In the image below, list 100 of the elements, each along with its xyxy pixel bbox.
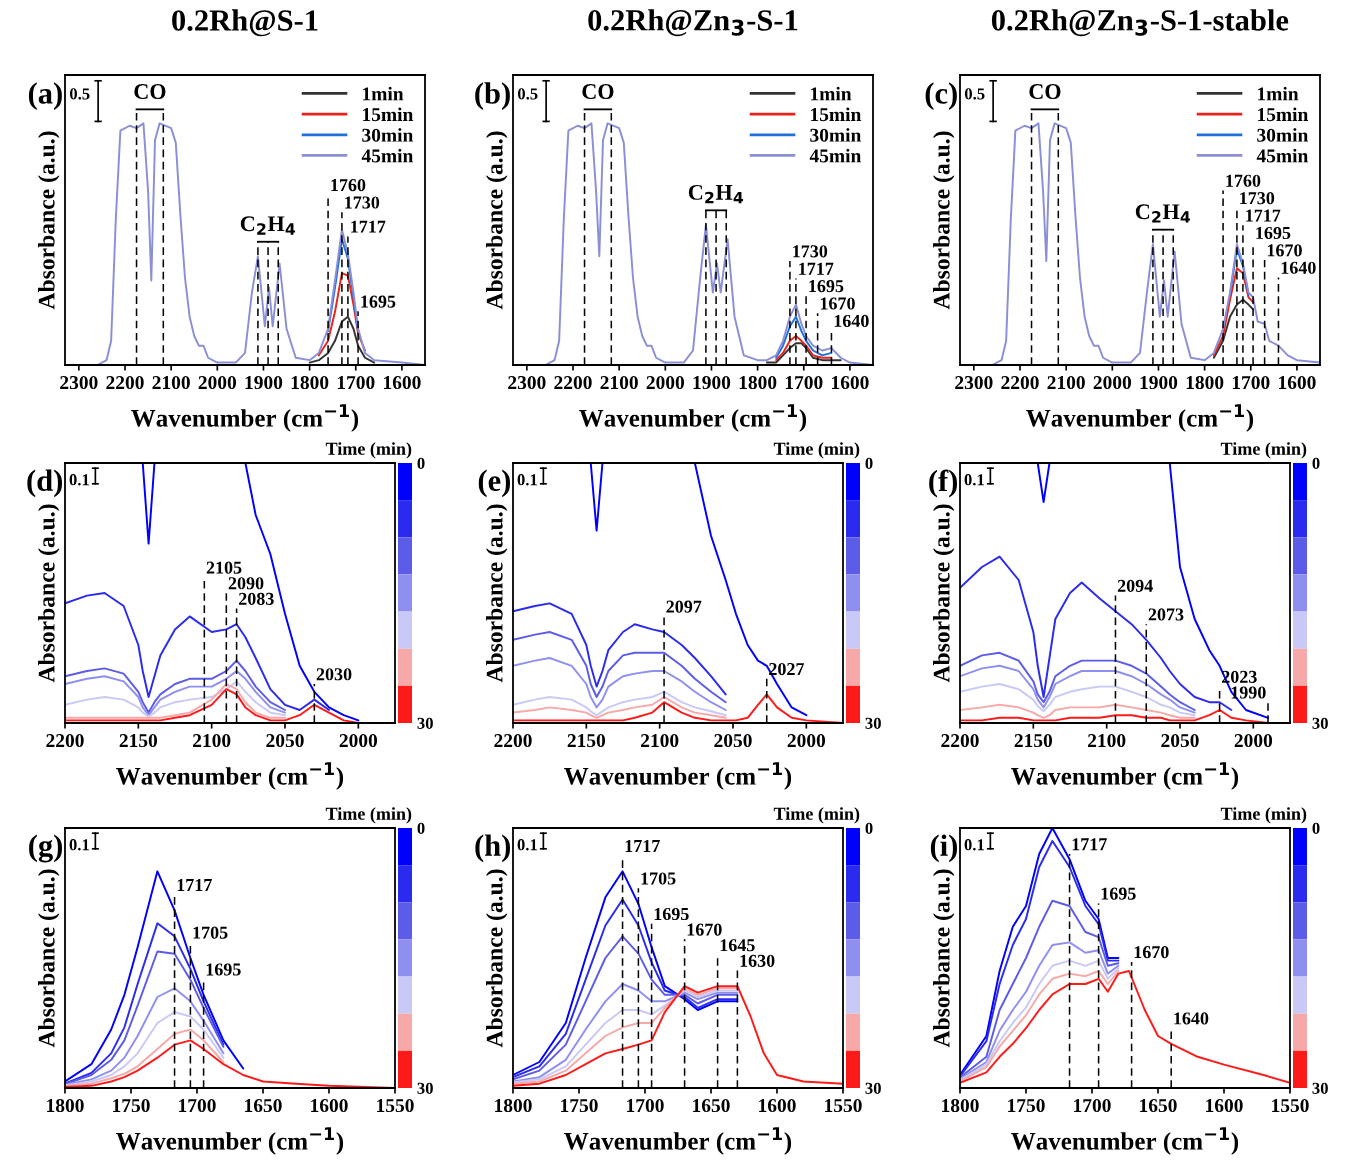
legend-label: 45min	[361, 148, 414, 163]
ref-line-label: 1760	[1226, 174, 1261, 187]
color-bar-title: Time (min)	[773, 807, 860, 824]
x-tick-label: 2000	[646, 375, 685, 390]
legend-label: 15min	[811, 107, 862, 122]
ref-line-label: 2027	[769, 662, 805, 676]
color-bar-label: 0	[865, 457, 873, 469]
x-tick-label: 2150	[1014, 733, 1053, 748]
text: 0.5	[517, 88, 538, 100]
legend-label: 1min	[811, 86, 852, 101]
ref-line-label: 2094	[1117, 579, 1153, 592]
color-bar-label: 0	[1312, 822, 1320, 834]
legend-label: 1min	[1258, 86, 1299, 101]
x-tick-label: 1600	[1279, 375, 1316, 390]
color-bar-label: 30	[1312, 717, 1328, 729]
x-axis-title: Wavenumber (cm$^{−1}$)	[116, 762, 344, 790]
x-tick-label: 1550	[377, 1098, 414, 1113]
annotation: 0.1	[69, 474, 89, 486]
text: CO	[1029, 84, 1061, 100]
x-tick-label: 2100	[152, 375, 190, 390]
legend-label: 30min	[810, 128, 862, 142]
x-tick-label: 1600	[1206, 1098, 1243, 1113]
legend-label: 1min	[363, 86, 404, 101]
color-bar-title: Time (min)	[1220, 442, 1307, 459]
x-tick-label: 2200	[106, 375, 144, 390]
x-tick-label: 1600	[759, 1098, 796, 1113]
color-bar-label: 0	[417, 822, 425, 834]
x-tick-label: 2200	[1001, 375, 1039, 390]
ref-line-label: 2030	[316, 668, 352, 681]
ref-line-label: 1760	[331, 179, 366, 192]
y-axis-title: Absorbance (a.u.)	[486, 131, 508, 310]
y-axis-title: Absorbance (a.u.)	[38, 869, 60, 1048]
ref-line-label: 1670	[820, 297, 855, 310]
text: (a)	[28, 82, 62, 110]
ref-line-label: 1717	[1072, 838, 1107, 851]
text: 0.1	[69, 839, 89, 851]
ref-line-label: 2073	[1148, 608, 1184, 621]
ref-line-label: 1730	[1240, 192, 1275, 205]
y-axis-title: Absorbance (a.u.)	[933, 869, 955, 1048]
ref-line-label: 1695	[361, 295, 396, 308]
ref-line-label: 1717	[177, 878, 212, 891]
annotation: 0.1	[964, 839, 984, 851]
x-tick-label: 1700	[179, 1098, 216, 1113]
x-tick-label: 1700	[785, 375, 823, 390]
ref-line-label: 1670	[1134, 946, 1169, 959]
x-axis-title: Wavenumber (cm$^{−1}$)	[1011, 762, 1239, 790]
text: CO	[134, 84, 166, 100]
annotation: C$_{2}$H$_{4}$	[240, 216, 296, 235]
x-tick-label: 1750	[113, 1098, 150, 1113]
color-bar-label: 30	[865, 717, 881, 729]
x-tick-label: 1800	[47, 1098, 84, 1113]
ref-line-label: 1705	[641, 872, 676, 885]
y-axis-title: Absorbance (a.u.)	[38, 131, 60, 310]
text: (h)	[475, 834, 511, 863]
x-tick-label: 2100	[1047, 375, 1085, 390]
x-tick-label: 1650	[245, 1098, 282, 1113]
color-bar-title: Time (min)	[1220, 807, 1307, 824]
y-axis-title: Absorbance (a.u.)	[38, 504, 60, 683]
chart-title: 0.2Rh@Zn$_{3}$-S-1-stable	[991, 9, 1289, 37]
chart-title: 0.2Rh@S-1	[172, 9, 318, 37]
x-tick-label: 1750	[561, 1098, 598, 1113]
ref-line-label: 1645	[720, 939, 755, 952]
annotation: 0.1	[517, 474, 537, 486]
x-tick-label: 1650	[693, 1098, 730, 1113]
y-axis-title: Absorbance (a.u.)	[933, 504, 955, 683]
legend-label: 15min	[363, 107, 414, 122]
y-axis-title: Absorbance (a.u.)	[486, 869, 508, 1048]
x-tick-label: 2050	[1161, 733, 1199, 748]
x-tick-label: 1800	[495, 1098, 532, 1113]
x-tick-label: 2100	[641, 733, 679, 748]
color-bar-label: 0	[865, 822, 873, 834]
ref-line-label: 1670	[1267, 244, 1302, 257]
x-axis-title: Wavenumber (cm$^{−1}$)	[1011, 1127, 1239, 1155]
y-axis-title: Absorbance (a.u.)	[933, 131, 955, 310]
x-tick-label: 2200	[46, 733, 84, 748]
x-tick-label: 1700	[1074, 1098, 1111, 1113]
x-tick-label: 2100	[193, 733, 231, 748]
x-tick-label: 2200	[494, 733, 532, 748]
text: (c)	[925, 82, 957, 110]
ref-line-label: 1717	[625, 839, 660, 852]
x-tick-label: 2300	[508, 375, 546, 390]
text: (g)	[29, 834, 63, 863]
text: (f)	[929, 469, 958, 498]
legend-label: 30min	[362, 128, 414, 142]
x-tick-label: 1700	[627, 1098, 664, 1113]
x-tick-label: 1550	[825, 1098, 862, 1113]
x-axis-title: Wavenumber (cm$^{−1}$)	[564, 762, 792, 790]
color-bar-label: 0	[1312, 457, 1320, 469]
x-tick-label: 1550	[1272, 1098, 1309, 1113]
legend-label: 45min	[809, 148, 862, 163]
x-tick-label: 2150	[567, 733, 606, 748]
color-bar-title: Time (min)	[773, 442, 860, 459]
x-tick-label: 2200	[554, 375, 592, 390]
text: 0.5	[69, 88, 90, 100]
x-tick-label: 1900	[1140, 375, 1178, 390]
x-tick-label: 1600	[311, 1098, 348, 1113]
x-tick-label: 1800	[942, 1098, 979, 1113]
annotation: C$_{2}$H$_{4}$	[688, 184, 744, 204]
ref-line-label: 2083	[239, 592, 274, 605]
annotation: 0.1	[964, 474, 984, 486]
